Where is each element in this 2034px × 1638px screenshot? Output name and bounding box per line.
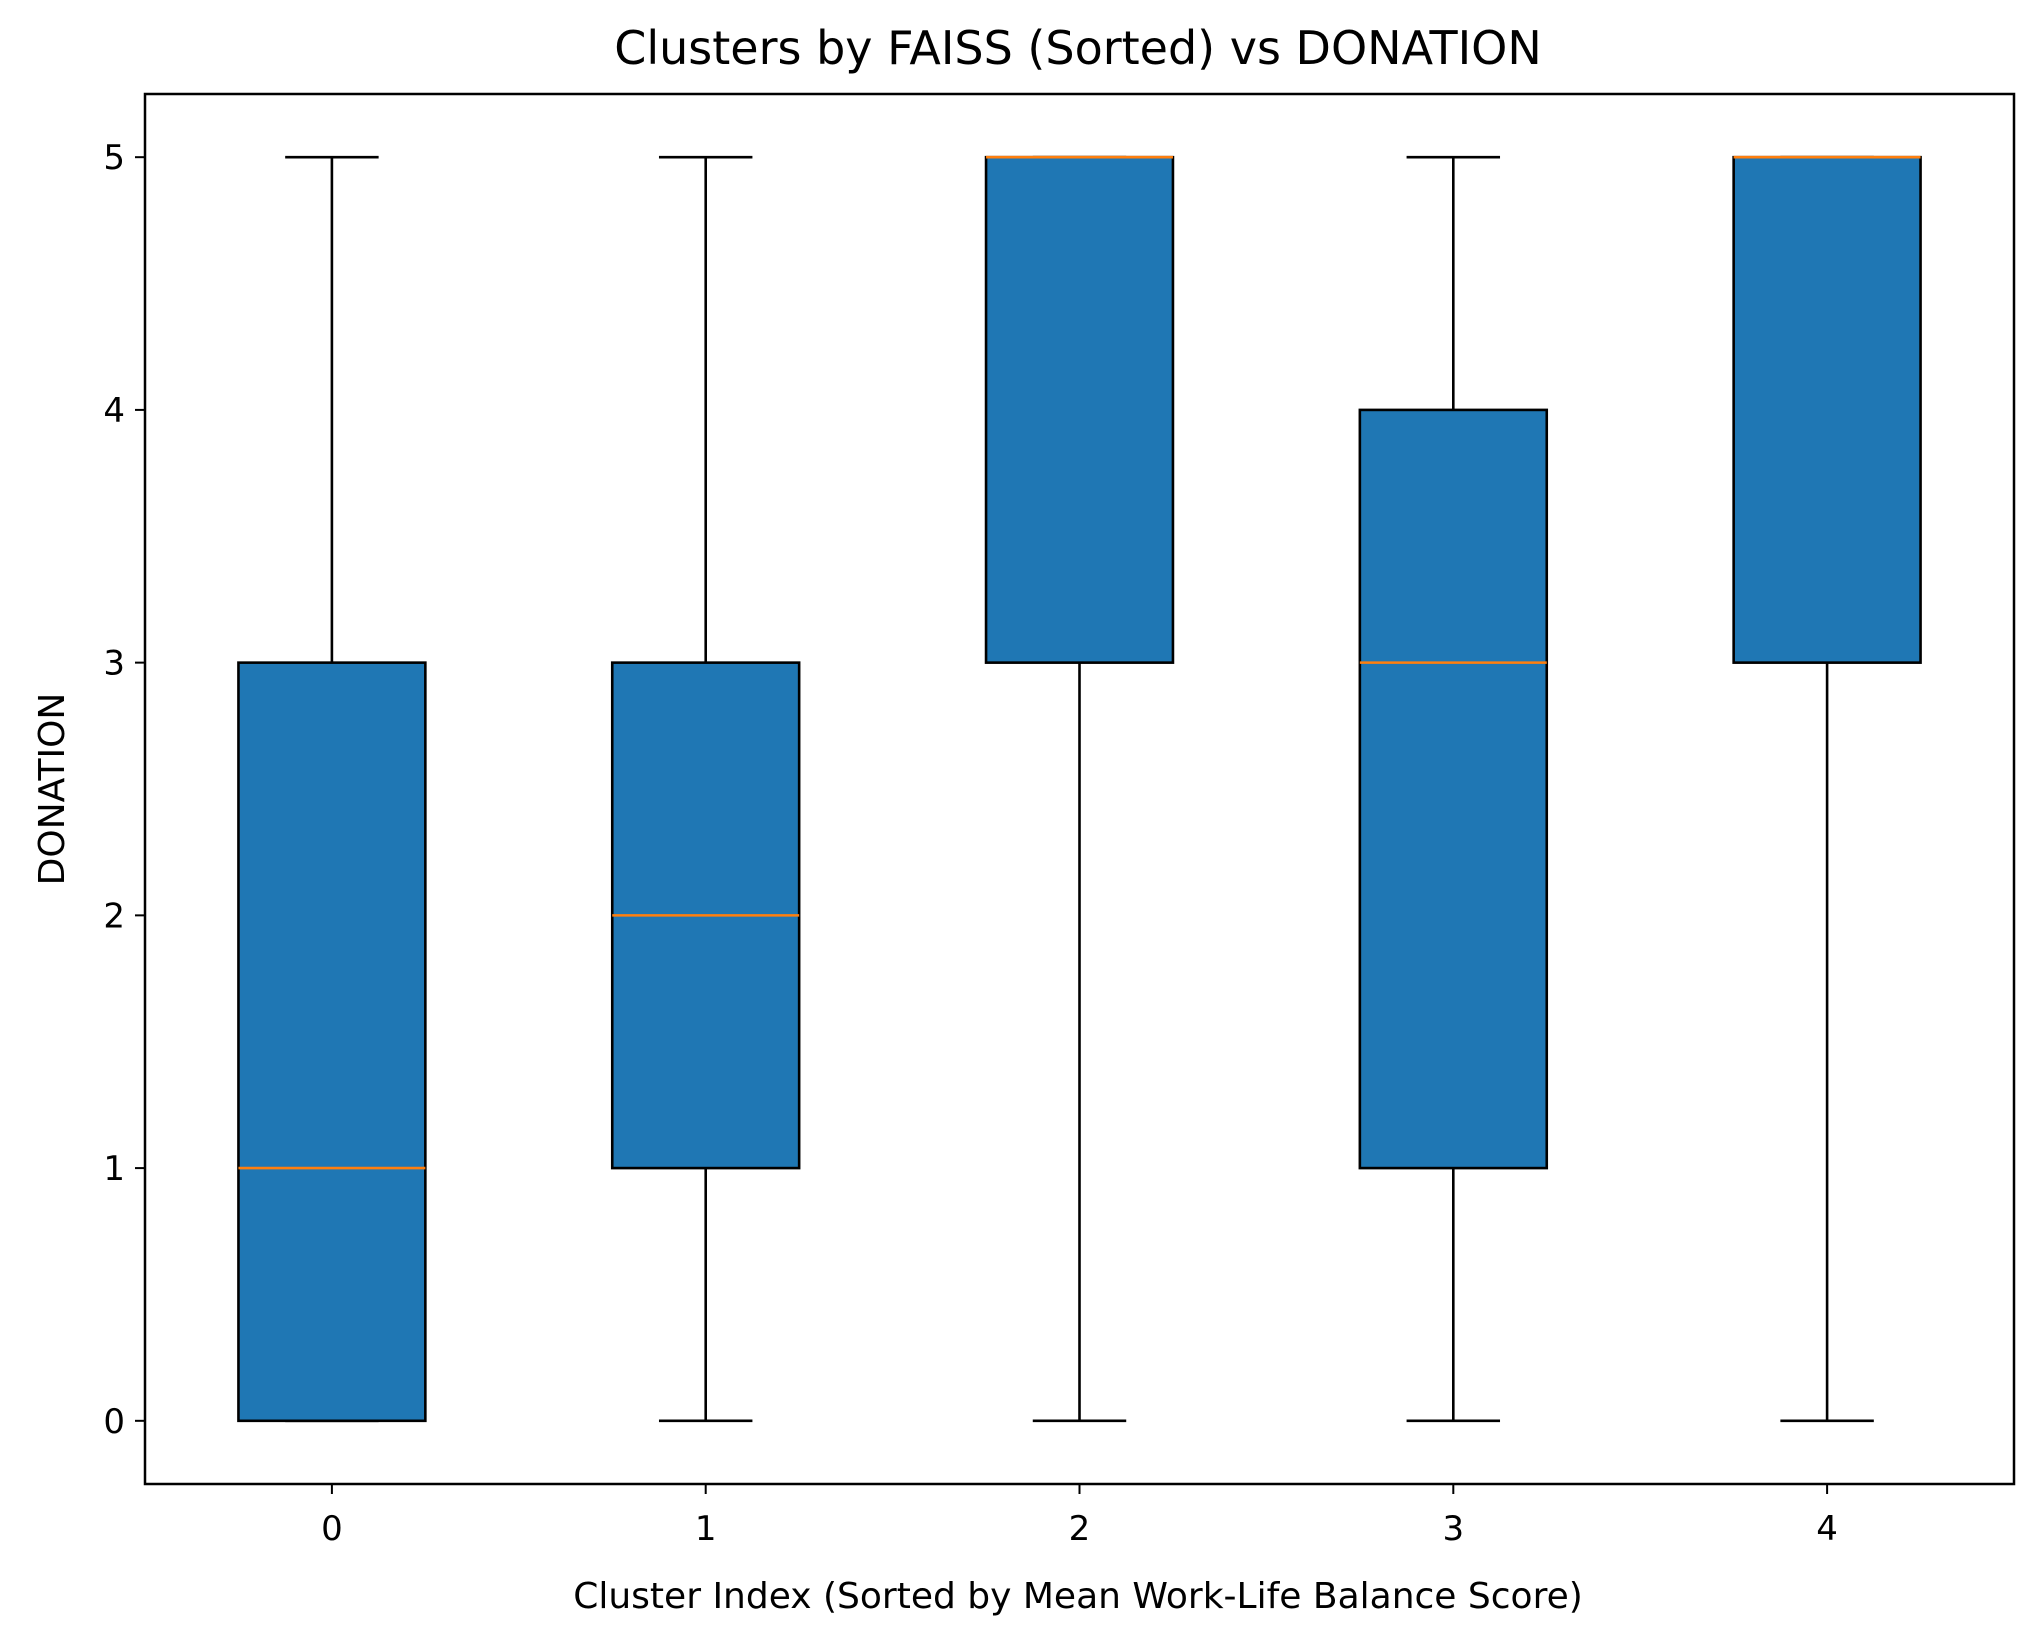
box-group-4 [1732,155,1922,1423]
y-axis: 0 1 2 3 4 5 [103,138,145,1442]
x-tick-label: 0 [321,1509,343,1549]
x-tick-label: 1 [695,1509,717,1549]
box-group-1 [610,155,801,1423]
plot-area [237,155,1922,1423]
box-group-3 [1358,155,1549,1423]
box-iqr [1732,155,1922,664]
box-iqr [1358,408,1549,1170]
chart-title: Clusters by FAISS (Sorted) vs DONATION [614,21,1542,75]
x-axis: 0 1 2 3 4 [321,1484,1838,1549]
x-tick-label: 2 [1069,1509,1091,1549]
box-iqr [984,155,1175,664]
box-group-0 [237,155,427,1423]
x-axis-label: Cluster Index (Sorted by Mean Work-Life … [573,1576,1583,1617]
y-tick-label: 0 [103,1402,125,1442]
y-tick-label: 1 [103,1149,125,1189]
y-tick-label: 2 [103,896,125,936]
x-tick-label: 3 [1442,1509,1464,1549]
x-tick-label: 4 [1816,1509,1838,1549]
box-group-2 [984,155,1175,1423]
box-iqr [237,661,427,1423]
y-tick-label: 3 [103,644,125,684]
y-tick-label: 5 [103,138,125,178]
y-tick-label: 4 [103,391,125,431]
y-axis-label: DONATION [32,693,73,886]
